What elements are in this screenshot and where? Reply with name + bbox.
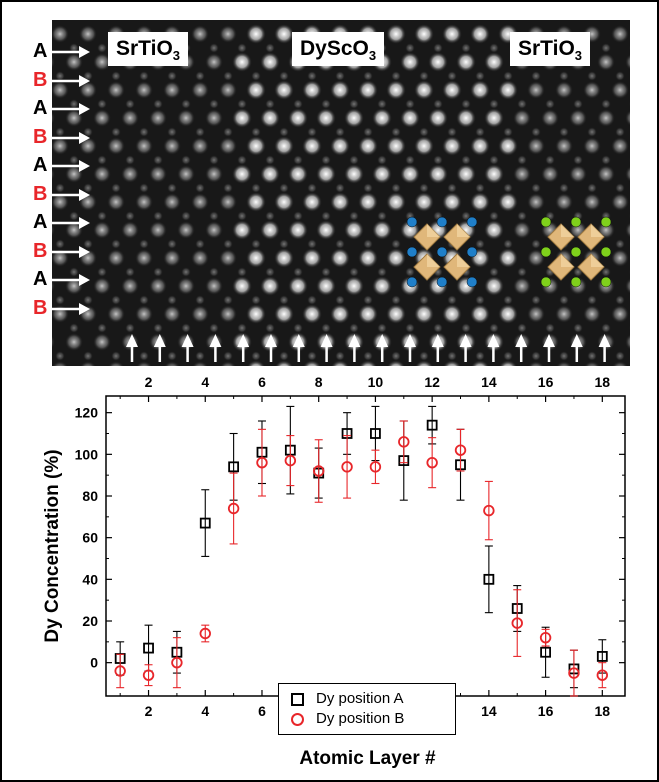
- data-point-b: [227, 502, 240, 515]
- layer-label-a: A: [33, 268, 48, 290]
- x-top-tick-label: 2: [145, 374, 153, 390]
- data-point-b: [398, 436, 410, 448]
- x-tick-label: 4: [201, 703, 209, 719]
- layer-label-b: B: [33, 239, 48, 262]
- atomic-lattice-image: [52, 24, 630, 366]
- region-label-center: DyScO3: [292, 32, 385, 66]
- data-point-a: [228, 461, 240, 473]
- data-point-a: [199, 517, 211, 529]
- region-label-left: SrTiO3: [108, 32, 189, 66]
- stem-micrograph: SrTiO3 DyScO3 SrTiO3: [52, 20, 630, 366]
- series-position-a: [114, 405, 608, 689]
- data-point-b: [596, 669, 609, 681]
- x-tick-label: 18: [595, 703, 611, 719]
- chart-legend: Dy position A Dy position B: [278, 683, 456, 735]
- x-tick-label: 14: [481, 703, 497, 719]
- y-tick-label: 100: [75, 446, 99, 462]
- layer-label-a: A: [33, 97, 48, 119]
- layer-arrow-icon: [52, 274, 90, 286]
- square-marker-icon: [291, 692, 304, 706]
- data-point-a: [483, 573, 495, 585]
- data-point-a: [426, 419, 438, 431]
- dyscandate-structure-icon: [406, 216, 478, 288]
- data-point-b: [568, 667, 580, 679]
- y-tick-label: 0: [90, 655, 98, 671]
- x-tick-label: 6: [258, 703, 266, 719]
- layer-arrow-icon: [52, 74, 90, 87]
- x-top-tick-label: 8: [315, 374, 323, 390]
- data-point-b: [483, 504, 495, 517]
- layer-label-b: B: [33, 68, 48, 91]
- lattice-atoms: [52, 24, 630, 366]
- layer-arrow-icon: [52, 131, 90, 144]
- layer-label-a: A: [33, 40, 48, 62]
- layer-arrow-icon: [52, 217, 90, 229]
- y-axis-title: Dy Concentration (%): [42, 449, 63, 642]
- y-tick-label: 120: [75, 405, 99, 421]
- layer-arrow-icon: [52, 302, 90, 315]
- y-tick-label: 80: [82, 488, 98, 504]
- y-tick-label: 40: [82, 571, 98, 587]
- data-point-a: [143, 642, 154, 654]
- data-point-b: [171, 656, 183, 669]
- data-point-b: [142, 669, 155, 681]
- column-arrows: [126, 334, 611, 362]
- titanate-structure-icon: [540, 216, 612, 288]
- x-top-tick-label: 16: [538, 374, 554, 390]
- x-top-tick-label: 4: [201, 374, 209, 390]
- layer-arrow-icon: [52, 245, 90, 258]
- layer-label-a: A: [33, 154, 48, 176]
- x-top-tick-label: 12: [424, 374, 440, 390]
- data-point-b: [539, 631, 552, 644]
- y-tick-label: 20: [82, 613, 98, 629]
- legend-entry-b: Dy position B: [291, 710, 404, 727]
- data-point-b: [114, 665, 126, 677]
- layer-label-b: B: [33, 296, 48, 319]
- data-point-b: [369, 461, 382, 473]
- x-top-tick-label: 14: [481, 374, 497, 390]
- series-position-b: [114, 420, 609, 697]
- layer-label-a: A: [33, 211, 48, 233]
- data-point-b: [341, 461, 353, 473]
- x-axis-title: Atomic Layer #: [299, 748, 436, 769]
- y-tick-label: 60: [82, 530, 98, 546]
- layer-label-b: B: [33, 182, 48, 205]
- layer-arrow-icon: [52, 188, 90, 201]
- data-point-a: [596, 651, 608, 662]
- legend-entry-a: Dy position A: [291, 690, 404, 707]
- data-point-b: [454, 444, 467, 456]
- data-point-b: [284, 454, 297, 467]
- circle-marker-icon: [291, 712, 304, 726]
- data-point-b: [426, 456, 438, 469]
- region-label-right: SrTiO3: [510, 32, 591, 66]
- data-point-a: [370, 428, 381, 439]
- layer-label-b: B: [33, 125, 48, 148]
- data-point-a: [540, 646, 551, 658]
- x-tick-label: 2: [145, 703, 153, 719]
- x-top-tick-label: 10: [368, 374, 384, 390]
- x-top-tick-label: 6: [258, 374, 266, 390]
- data-point-b: [313, 465, 325, 477]
- data-point-b: [511, 617, 523, 629]
- layer-arrow-icon: [52, 160, 90, 172]
- x-tick-label: 16: [538, 703, 554, 719]
- data-point-b: [256, 456, 268, 469]
- data-point-b: [199, 627, 211, 640]
- x-top-tick-label: 18: [595, 374, 611, 390]
- layer-arrow-icon: [52, 103, 90, 115]
- layer-arrow-icon: [52, 46, 90, 58]
